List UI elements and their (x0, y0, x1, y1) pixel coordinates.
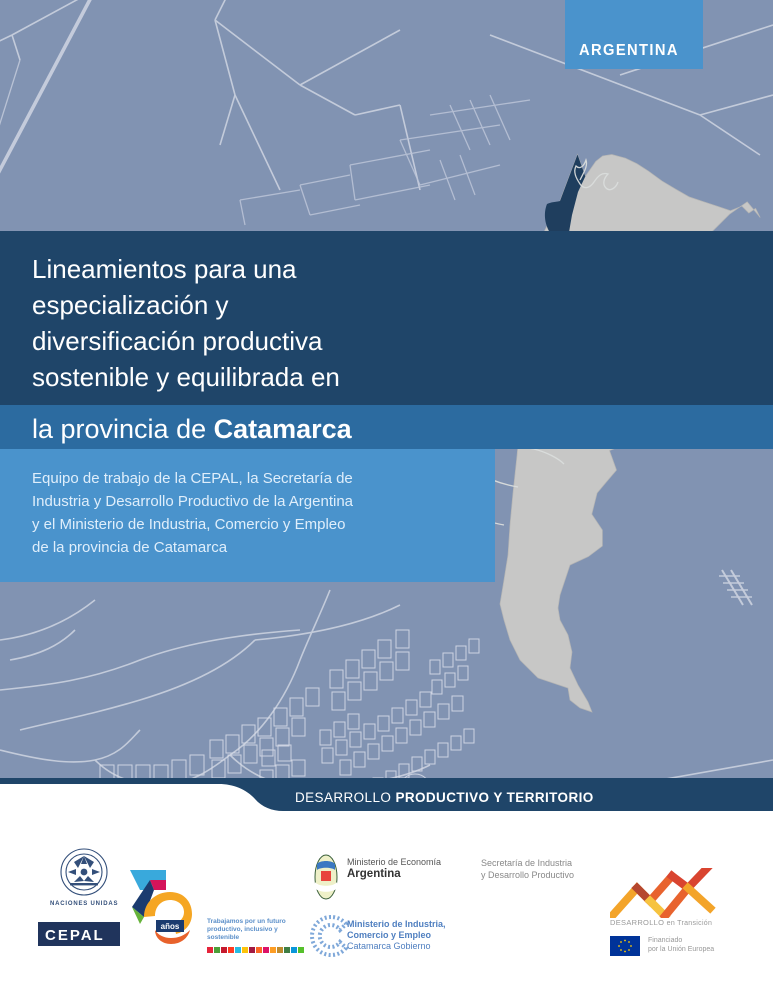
svg-text:años: años (161, 922, 180, 931)
